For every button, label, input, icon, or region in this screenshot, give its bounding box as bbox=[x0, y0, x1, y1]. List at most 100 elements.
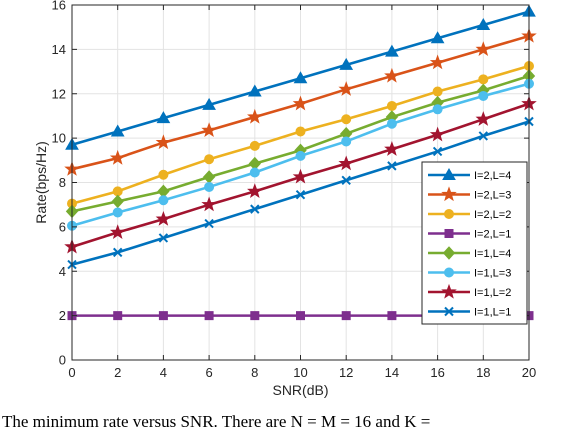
legend-label: I=2,L=4 bbox=[474, 170, 511, 182]
circle-marker-shape bbox=[432, 86, 443, 97]
y-tick-label: 6 bbox=[59, 219, 66, 234]
data-point bbox=[386, 100, 397, 111]
data-point bbox=[202, 170, 216, 184]
circle-marker-shape bbox=[295, 126, 306, 137]
data-point bbox=[432, 86, 443, 97]
data-point bbox=[112, 186, 123, 197]
square-marker-shape bbox=[113, 311, 123, 321]
data-point bbox=[202, 97, 216, 110]
x-tick-label: 2 bbox=[114, 365, 121, 380]
data-point bbox=[384, 67, 400, 83]
axes: 0 2 4 6 8 10 12 14 16 18 20 0 2 4 6 8 10 12 14 16 SNR(dB) Rat… bbox=[33, 0, 536, 398]
data-point bbox=[249, 167, 260, 178]
x-tick-label: 18 bbox=[476, 365, 490, 380]
triangle-marker-shape bbox=[430, 31, 445, 44]
legend-label: I=2,L=1 bbox=[474, 229, 511, 241]
data-point bbox=[247, 183, 263, 198]
data-point bbox=[158, 311, 168, 321]
data-point bbox=[204, 311, 214, 321]
legend-entry: I=1,L=3 bbox=[428, 267, 511, 280]
square-marker-shape bbox=[444, 229, 454, 238]
y-tick-label: 4 bbox=[59, 264, 66, 279]
x-marker-stroke bbox=[387, 161, 397, 171]
data-point bbox=[478, 74, 489, 85]
x-marker-stroke bbox=[444, 306, 454, 317]
data-point bbox=[341, 175, 351, 185]
data-point bbox=[204, 154, 215, 165]
data-point bbox=[158, 233, 169, 243]
data-point bbox=[109, 149, 126, 165]
circle-marker-shape bbox=[249, 167, 260, 178]
legend-label: I=1,L=3 bbox=[474, 268, 511, 280]
data-point bbox=[432, 104, 443, 115]
legend-entry: I=2,L=4 bbox=[428, 167, 511, 182]
triangle-marker-shape bbox=[442, 167, 456, 180]
data-point bbox=[429, 126, 446, 142]
triangle-marker-shape bbox=[293, 71, 308, 84]
triangle-marker-shape bbox=[385, 44, 399, 57]
legend-marker bbox=[444, 209, 454, 219]
circle-marker-shape bbox=[478, 90, 489, 101]
data-point bbox=[338, 81, 354, 96]
rate-vs-snr-chart: 0 2 4 6 8 10 12 14 16 18 20 0 2 4 6 8 10 12 14 16 SNR(dB) Rat… bbox=[33, 0, 537, 398]
data-point bbox=[478, 90, 489, 101]
data-point bbox=[247, 84, 262, 97]
legend-box bbox=[421, 161, 528, 325]
x-tick-label: 6 bbox=[205, 365, 212, 380]
x-marker-stroke bbox=[478, 131, 489, 141]
x-tick-label: 4 bbox=[160, 365, 167, 380]
data-point bbox=[384, 141, 400, 156]
legend: I=2,L=4 I=2,L=3 I=2,L=2 I=2,L=1 I=1,L=4 I=1,L… bbox=[421, 161, 528, 325]
circle-marker-shape bbox=[341, 136, 352, 147]
data-point bbox=[113, 311, 123, 321]
y-axis-label: Rate(bps/Hz) bbox=[33, 141, 49, 223]
star-marker-shape bbox=[201, 196, 217, 212]
square-marker-shape bbox=[204, 311, 214, 321]
data-point bbox=[292, 95, 309, 111]
circle-marker-shape bbox=[204, 181, 215, 192]
data-point bbox=[204, 181, 215, 192]
figure-caption: The minimum rate versus SNR. There are N… bbox=[2, 412, 431, 431]
legend-entry: I=2,L=3 bbox=[428, 186, 511, 202]
data-point bbox=[112, 207, 123, 218]
y-tick-label: 12 bbox=[52, 86, 66, 101]
legend-marker bbox=[444, 229, 454, 238]
data-point bbox=[475, 41, 492, 56]
data-point bbox=[247, 108, 263, 124]
data-point bbox=[432, 146, 443, 157]
star-marker-shape bbox=[247, 183, 263, 198]
x-marker-stroke bbox=[112, 247, 123, 258]
star-marker-shape bbox=[441, 283, 457, 299]
star-marker-shape bbox=[475, 111, 492, 126]
star-marker-shape bbox=[155, 134, 172, 150]
data-point bbox=[295, 150, 306, 161]
data-point bbox=[249, 140, 260, 151]
data-point bbox=[475, 111, 492, 126]
y-tick-label: 2 bbox=[59, 308, 66, 323]
legend-entry: I=1,L=2 bbox=[428, 283, 511, 299]
data-point bbox=[293, 71, 308, 84]
star-marker-shape bbox=[109, 224, 126, 240]
legend-label: I=1,L=2 bbox=[474, 287, 511, 299]
x-tick-label: 0 bbox=[68, 365, 75, 380]
circle-marker-shape bbox=[478, 74, 489, 85]
legend-marker bbox=[444, 306, 454, 317]
data-point bbox=[387, 311, 397, 321]
data-point bbox=[158, 169, 169, 180]
x-tick-label: 16 bbox=[430, 365, 444, 380]
circle-marker-shape bbox=[204, 154, 215, 165]
x-axis-label: SNR(dB) bbox=[272, 382, 328, 398]
circle-marker-shape bbox=[444, 209, 454, 219]
circle-marker-shape bbox=[112, 207, 123, 218]
x-marker-stroke bbox=[158, 233, 169, 243]
circle-marker-shape bbox=[249, 140, 260, 151]
triangle-marker-shape bbox=[156, 111, 171, 124]
x-marker-stroke bbox=[432, 146, 443, 157]
square-marker-shape bbox=[387, 311, 397, 321]
data-point bbox=[295, 189, 306, 200]
star-marker-shape bbox=[292, 95, 309, 111]
triangle-marker-shape bbox=[110, 124, 125, 137]
circle-marker-shape bbox=[386, 118, 397, 129]
data-point bbox=[341, 311, 351, 321]
data-point bbox=[250, 204, 260, 214]
